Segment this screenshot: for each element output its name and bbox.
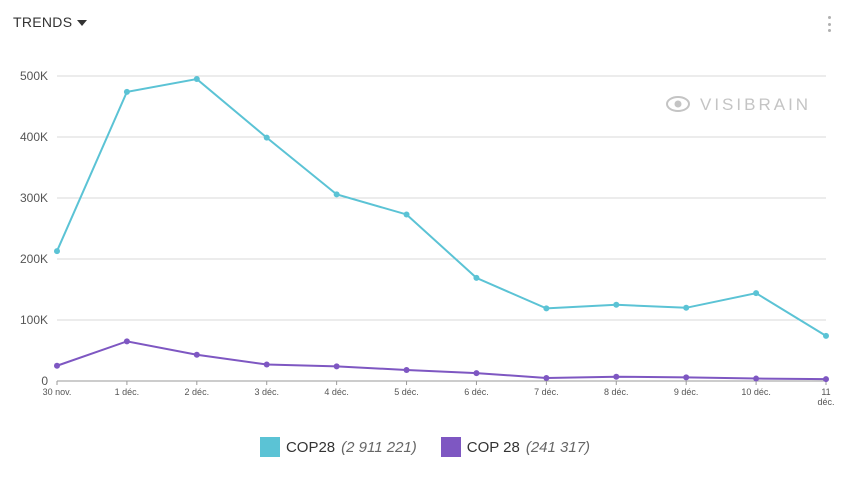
data-point[interactable] — [473, 274, 480, 281]
x-tick-label: 1 déc. — [115, 387, 140, 397]
data-point[interactable] — [54, 248, 60, 255]
x-axis-ticks: 30 nov. 1 déc. 2 déc. 3 déc. 4 déc. 5 déc. 6 d… — [43, 381, 835, 407]
y-axis-ticks: 0 100K 200K 300K 400K 500K — [20, 69, 48, 388]
x-tick-label: 11 — [821, 387, 830, 397]
x-tick-label: 8 déc. — [604, 387, 629, 397]
y-tick-label: 200K — [20, 252, 48, 266]
legend-swatch — [259, 437, 280, 457]
y-tick-label: 500K — [20, 69, 48, 83]
data-point[interactable] — [403, 367, 410, 374]
eye-icon — [666, 96, 690, 112]
data-point[interactable] — [263, 134, 270, 141]
data-point[interactable] — [263, 361, 270, 368]
data-point[interactable] — [54, 362, 60, 369]
x-tick-label: 5 déc. — [394, 387, 419, 397]
data-point[interactable] — [403, 211, 410, 218]
legend-item-cop-28[interactable]: COP 28 (241 317) — [440, 437, 591, 457]
legend-count: (2 911 221) — [341, 438, 417, 456]
series-line — [56, 77, 827, 337]
data-point[interactable] — [753, 290, 760, 297]
chart-title[interactable]: TRENDS — [13, 14, 73, 30]
kebab-menu-icon[interactable] — [824, 16, 834, 32]
data-point[interactable] — [823, 376, 829, 383]
data-point[interactable] — [683, 374, 690, 381]
data-point[interactable] — [613, 301, 620, 308]
x-tick-label: 3 déc. — [254, 387, 279, 397]
x-tick-label: 30 nov. — [43, 387, 72, 397]
data-point[interactable] — [753, 375, 760, 382]
legend-count: (241 317) — [525, 438, 591, 456]
chart-header[interactable]: TRENDS — [13, 14, 88, 30]
data-point[interactable] — [683, 304, 690, 311]
data-point[interactable] — [823, 332, 829, 339]
y-tick-label: 400K — [20, 130, 48, 144]
y-tick-label: 100K — [20, 313, 48, 327]
y-tick-label: 0 — [41, 374, 48, 388]
data-point[interactable] — [473, 370, 480, 377]
series-line — [56, 340, 827, 381]
grid-lines — [57, 75, 826, 382]
x-tick-label: déc. — [817, 397, 834, 407]
y-tick-label: 300K — [20, 191, 48, 205]
data-point[interactable] — [543, 374, 550, 381]
legend-label: COP 28 — [466, 438, 520, 456]
legend: COP28 (2 911 221) COP 28 (241 317) — [0, 437, 850, 457]
series-group — [54, 76, 829, 383]
dropdown-caret-icon[interactable] — [77, 19, 88, 26]
x-tick-label: 9 déc. — [674, 387, 699, 397]
data-point[interactable] — [613, 373, 620, 380]
x-tick-label: 6 déc. — [464, 387, 489, 397]
data-point[interactable] — [123, 88, 130, 95]
x-tick-label: 7 déc. — [534, 387, 559, 397]
watermark-text: VISIBRAIN — [700, 95, 811, 114]
data-point[interactable] — [123, 338, 130, 345]
data-point[interactable] — [193, 351, 200, 358]
data-point[interactable] — [543, 305, 550, 312]
data-point[interactable] — [333, 191, 340, 198]
x-tick-label: 10 déc. — [741, 387, 771, 397]
watermark: VISIBRAIN — [666, 95, 811, 114]
data-point[interactable] — [193, 76, 200, 83]
legend-label: COP28 — [285, 438, 336, 456]
x-tick-label: 4 déc. — [324, 387, 349, 397]
x-tick-label: 2 déc. — [185, 387, 210, 397]
trends-chart: 0 100K 200K 300K 400K 500K 30 nov. 1 déc. 2 déc… — [20, 69, 835, 407]
legend-swatch — [440, 437, 461, 457]
legend-item-cop28[interactable]: COP28 (2 911 221) — [259, 437, 417, 457]
data-point[interactable] — [333, 363, 340, 370]
